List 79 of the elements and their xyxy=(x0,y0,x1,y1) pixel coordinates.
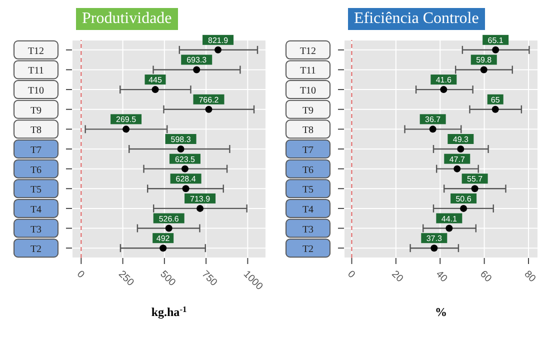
data-label: 713.9 xyxy=(190,194,211,204)
point xyxy=(446,224,453,232)
y-tick-label: T6 xyxy=(30,164,42,176)
data-label: 65.1 xyxy=(488,36,504,45)
point xyxy=(196,204,204,212)
y-tick-label: T10 xyxy=(28,86,44,97)
x-tick-label: 500 xyxy=(158,268,178,289)
point xyxy=(160,244,167,252)
x-tick-label: 60 xyxy=(478,268,494,285)
y-tick-label: T5 xyxy=(30,184,42,196)
x-axis-title: kg.ha$^{-1}$ xyxy=(151,304,187,319)
point xyxy=(430,244,438,252)
point xyxy=(214,46,222,54)
chart-title: Eficiência Controle xyxy=(348,8,485,30)
point xyxy=(182,185,190,192)
data-label: 693.3 xyxy=(186,56,208,65)
y-tick-label: T9 xyxy=(30,105,42,116)
data-label: 41.6 xyxy=(436,76,452,85)
y-tick-label: T3 xyxy=(302,224,314,236)
data-label: 766.2 xyxy=(198,95,220,104)
y-tick-label: T11 xyxy=(28,66,44,77)
y-tick-label: T3 xyxy=(30,224,42,236)
x-tick-label: 80 xyxy=(522,268,538,285)
y-tick-label: T4 xyxy=(30,204,42,216)
y-tick-label: T12 xyxy=(300,46,316,57)
y-tick-label: T4 xyxy=(302,204,314,216)
data-label: 492 xyxy=(156,234,170,244)
data-label: 65 xyxy=(490,95,500,104)
y-tick-label: T11 xyxy=(300,66,316,77)
y-tick-label: T2 xyxy=(302,244,314,256)
x-tick-label: 20 xyxy=(389,268,406,285)
y-tick-label: T7 xyxy=(30,145,42,156)
data-label: 49.3 xyxy=(452,135,469,144)
point xyxy=(122,126,130,133)
point xyxy=(471,185,478,192)
y-tick-label: T6 xyxy=(302,164,314,176)
data-label: 598.3 xyxy=(170,135,192,144)
y-tick-label: T2 xyxy=(30,244,42,256)
data-label: 47.7 xyxy=(449,154,466,164)
chart-title: Produtividade xyxy=(76,8,178,30)
point xyxy=(181,165,188,172)
data-label: 59.8 xyxy=(476,56,492,65)
point xyxy=(492,46,500,54)
x-tick-label: 750 xyxy=(199,268,220,289)
data-label: 44.1 xyxy=(441,214,458,224)
data-label: 269.5 xyxy=(116,115,137,124)
data-label: 526.6 xyxy=(158,214,180,224)
data-label: 623.5 xyxy=(174,154,196,164)
y-tick-label: T12 xyxy=(28,46,44,57)
data-label: 445 xyxy=(148,76,162,85)
point xyxy=(177,146,184,152)
data-label: 37.3 xyxy=(426,234,442,244)
x-axis-title: % xyxy=(435,305,447,319)
point xyxy=(165,224,172,232)
point xyxy=(454,165,461,172)
y-tick-label: T5 xyxy=(302,184,314,196)
data-label: 55.7 xyxy=(467,174,484,184)
x-tick-label: 250 xyxy=(116,268,136,289)
point xyxy=(480,66,488,74)
point xyxy=(460,204,468,212)
y-tick-label: T8 xyxy=(30,125,42,136)
point xyxy=(457,146,464,152)
data-label: 628.4 xyxy=(176,174,196,184)
point xyxy=(152,86,159,94)
y-tick-label: T8 xyxy=(302,125,314,136)
y-tick-label: T7 xyxy=(302,145,314,156)
data-label: 50.6 xyxy=(456,194,472,204)
x-tick-label: 0 xyxy=(345,268,358,281)
point xyxy=(193,66,200,74)
y-tick-label: T10 xyxy=(300,86,316,97)
point xyxy=(440,86,448,94)
point xyxy=(205,106,212,113)
x-tick-label: 0 xyxy=(74,268,87,281)
data-label: 821.9 xyxy=(208,36,229,45)
x-tick-label: 40 xyxy=(433,268,450,285)
point xyxy=(429,126,436,133)
point xyxy=(492,106,499,113)
y-tick-label: T9 xyxy=(302,105,314,116)
data-label: 36.7 xyxy=(425,115,442,124)
